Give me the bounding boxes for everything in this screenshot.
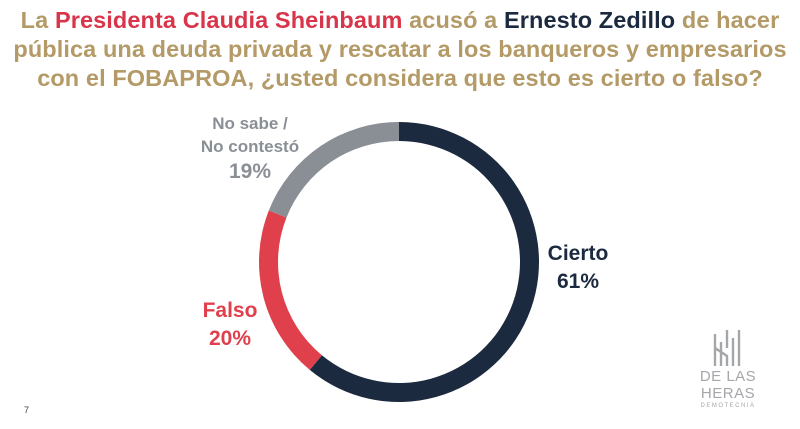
title-highlight-sheinbaum: Presidenta Claudia Sheinbaum xyxy=(54,7,403,33)
chart-title: La Presidenta Claudia Sheinbaum acusó a … xyxy=(0,6,800,93)
brand-mark-icon xyxy=(713,330,741,366)
slice-category-label: No sabe / xyxy=(212,114,288,133)
brand-name: DE LAS HERAS xyxy=(699,368,757,402)
slice-category-label: Falso xyxy=(202,299,258,322)
title-text: de hacer pública una deuda privada y res… xyxy=(13,7,787,91)
slice-label-no-sabe: No sabe / No contestó 19% xyxy=(180,112,320,186)
slice-value-label: 20% xyxy=(208,327,252,350)
slice-label-cierto: Cierto 61% xyxy=(538,240,618,296)
title-text: acusó a xyxy=(402,7,504,33)
brand-subtitle: DEMOTECNIA xyxy=(700,403,756,409)
slice-no-sabe xyxy=(268,121,399,218)
slice-cierto xyxy=(309,122,540,402)
slice-falso xyxy=(259,210,322,370)
brand-logo: DE LAS HERAS DEMOTECNIA xyxy=(672,326,784,410)
slice-category-label: Cierto xyxy=(547,242,609,265)
slice-category-label: No contestó xyxy=(200,137,300,156)
title-text: La xyxy=(20,7,55,33)
slice-value-label: 61% xyxy=(556,270,600,293)
slice-label-falso: Falso 20% xyxy=(190,297,270,353)
page-number: 7 xyxy=(24,405,30,415)
title-highlight-zedillo: Ernesto Zedillo xyxy=(503,7,676,33)
slice-value-label: 19% xyxy=(228,160,272,183)
